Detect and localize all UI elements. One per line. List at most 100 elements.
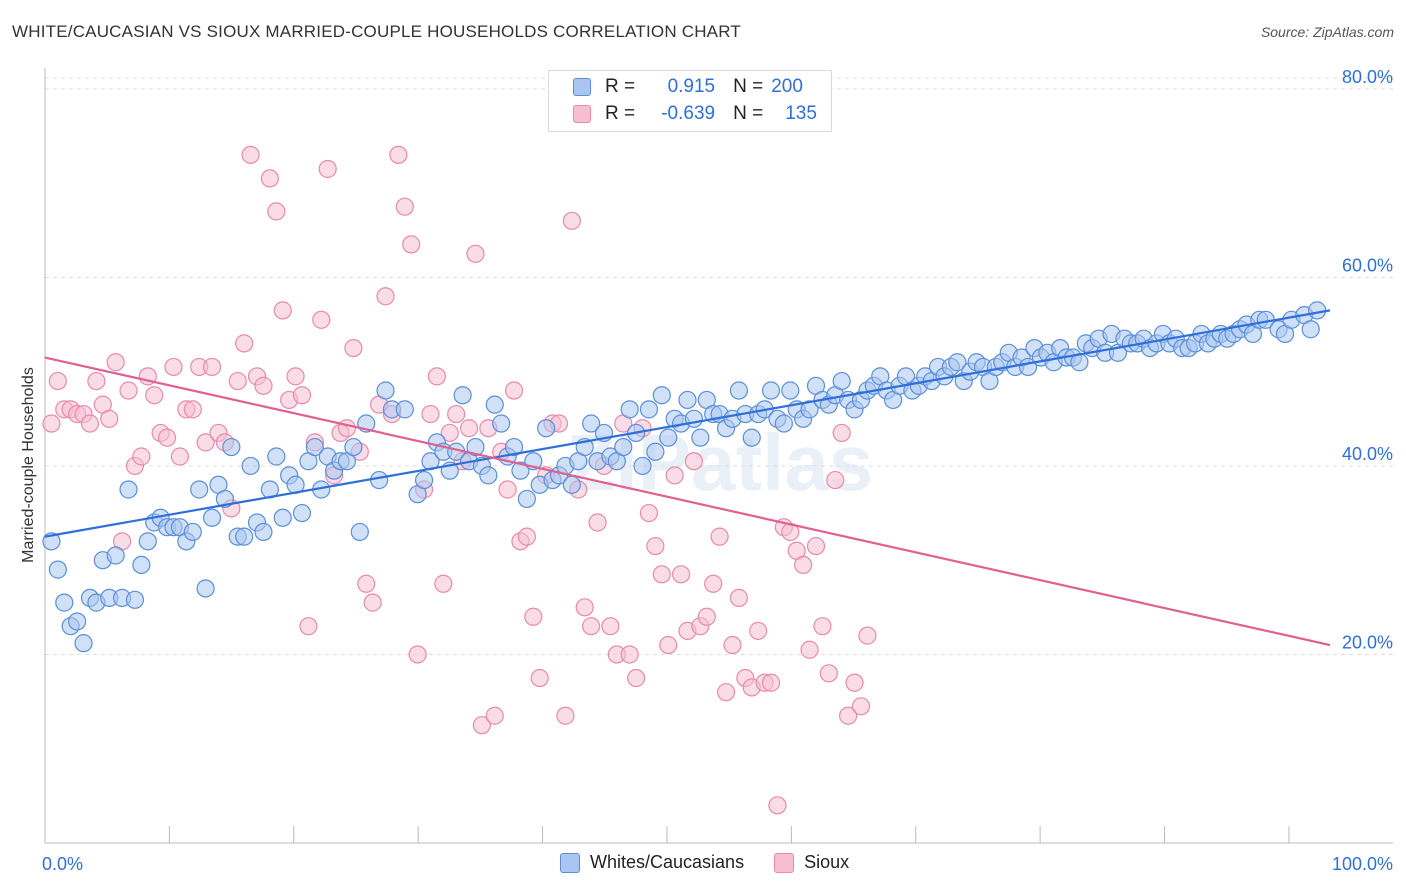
sioux-point [806, 536, 826, 556]
sioux-point [626, 668, 646, 688]
sioux-point [646, 536, 665, 556]
sioux-point [80, 414, 100, 433]
legend-row-sioux: R = -0.639 N = 135 [549, 101, 817, 127]
n-value: 135 [785, 103, 817, 124]
sioux-point [845, 673, 864, 692]
whites-point [691, 428, 710, 447]
sioux-point [132, 447, 151, 466]
sioux-point [749, 621, 768, 640]
sioux-point [639, 503, 659, 523]
sioux-point [485, 706, 504, 725]
x-tick-label: 100.0% [1332, 854, 1393, 874]
whites-point [729, 381, 749, 400]
r-value: 0.915 [667, 76, 716, 97]
sioux-point [260, 169, 279, 188]
y-tick-label: 40.0% [1342, 444, 1393, 464]
sioux-point [235, 334, 254, 353]
sioux-point [434, 574, 453, 593]
n-label: N = [733, 76, 764, 97]
sioux-point [87, 371, 106, 391]
legend-swatch-blue [573, 78, 591, 96]
sioux-point [659, 635, 678, 655]
sioux-point [575, 598, 594, 617]
whites-point [395, 400, 414, 419]
sioux-point [524, 607, 543, 626]
whites-point [106, 546, 125, 565]
sioux-point [504, 381, 524, 400]
whites-point [504, 437, 524, 457]
sioux-point [100, 409, 119, 428]
legend-item-whites: Whites/Caucasians [560, 852, 744, 873]
sioux-point [196, 433, 215, 452]
legend-label-whites: Whites/Caucasians [590, 852, 745, 872]
trend-lines [44, 309, 1331, 647]
sioux-point [498, 480, 517, 499]
sioux-point [800, 640, 819, 659]
sioux-point [832, 423, 851, 443]
legend-row-whites: R = 0.915 N = 200 [549, 74, 803, 100]
whites-point [414, 470, 434, 490]
sioux-point [851, 697, 871, 716]
sioux-point [408, 645, 427, 664]
sioux-point [357, 574, 376, 593]
sioux-point [427, 367, 447, 386]
sioux-point [273, 301, 292, 320]
sioux-point [819, 664, 838, 683]
sioux-point [202, 357, 222, 377]
sioux-point [794, 555, 813, 575]
whites-point [517, 489, 536, 509]
sioux-point [665, 466, 684, 485]
sioux-point [697, 607, 716, 626]
sioux-point [42, 414, 61, 433]
whites-point [125, 590, 145, 609]
sioux-point [164, 357, 183, 377]
legend-item-sioux: Sioux [774, 852, 849, 873]
sioux-point [376, 287, 395, 306]
tick-labels: 20.0% 40.0% 60.0% 80.0% 0.0% 100.0% [42, 67, 1393, 874]
legend-swatch-blue [560, 852, 580, 873]
whites-point [562, 475, 581, 494]
whites-point [55, 593, 74, 612]
sioux-point [671, 565, 691, 584]
sioux-point [530, 668, 549, 688]
x-tick-label: 0.0% [42, 854, 83, 874]
sioux-point [337, 419, 357, 438]
whites-point [48, 560, 67, 579]
sioux-point [292, 386, 312, 405]
sioux-point [704, 574, 723, 593]
whites-point [119, 480, 138, 499]
sioux-point [157, 428, 177, 447]
sioux-point [312, 310, 331, 329]
sioux-point [106, 353, 125, 372]
whites-point [273, 508, 292, 527]
y-axis-label: Married-couple Households [20, 367, 37, 563]
whites-point [68, 612, 87, 631]
whites-point [235, 527, 254, 546]
sioux-point [344, 338, 363, 358]
sioux-point [723, 635, 742, 655]
whites-point [196, 579, 215, 598]
whites-point [537, 419, 556, 438]
sioux-point [286, 367, 305, 386]
whites-point [350, 522, 369, 542]
y-tick-label: 60.0% [1342, 255, 1393, 275]
sioux-point [395, 197, 414, 216]
r-value: -0.639 [661, 103, 716, 124]
series-legend: Whites/Caucasians Sioux [560, 852, 879, 873]
whites-point [781, 381, 800, 400]
sioux-point [466, 244, 485, 263]
sioux-point [826, 470, 845, 490]
sioux-point [299, 617, 318, 636]
whites-point [344, 437, 363, 457]
legend-swatch-pink [774, 852, 795, 873]
sioux-point [363, 593, 382, 612]
sioux-point [440, 423, 459, 443]
correlation-legend: R = 0.915 N = 200 R = -0.639 N = 135 [548, 70, 832, 132]
whites-point [582, 414, 601, 433]
whites-point [652, 386, 671, 405]
whites-point [774, 414, 793, 433]
sioux-point [582, 617, 601, 636]
sioux-point [48, 371, 67, 391]
sioux-point [858, 626, 877, 645]
sioux-point [684, 452, 704, 471]
